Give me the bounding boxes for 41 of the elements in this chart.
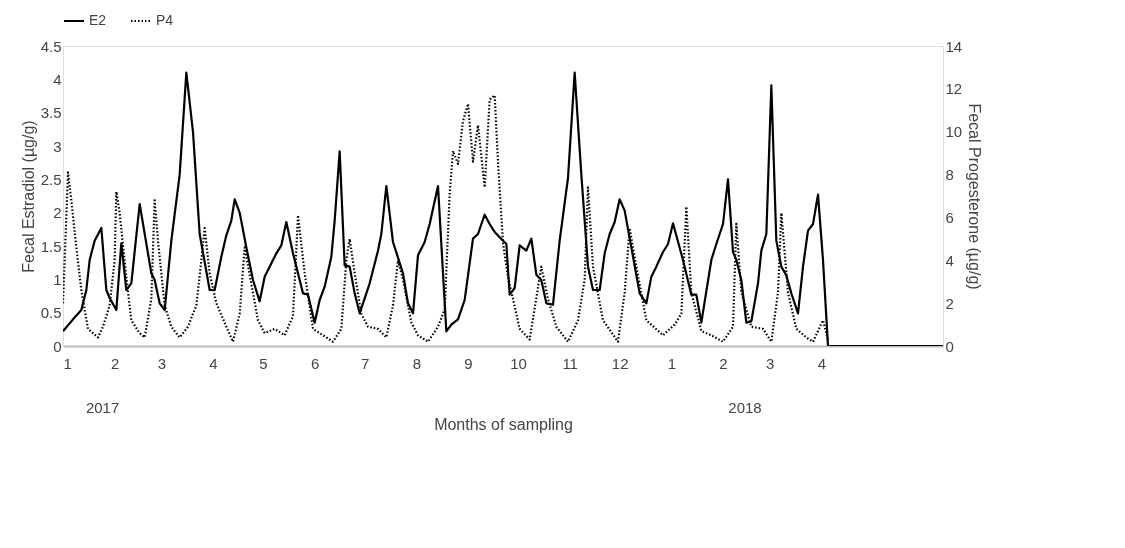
y2-tick-label: 12 [945, 80, 963, 98]
y-tick-label: 0.5 [40, 304, 62, 322]
x-tick-label: 3 [765, 354, 775, 372]
y-tick-label: 2.5 [40, 170, 62, 188]
x-tick-label: 5 [259, 354, 268, 372]
y2-axis-title: Fecal Progesterone (µg/g) [966, 103, 984, 290]
y-tick-label: 1 [53, 270, 62, 288]
y2-tick-label: 6 [945, 208, 954, 226]
text: 2017 [85, 399, 120, 416]
x-tick-label: 12 [611, 354, 629, 372]
y2-tick-label: 14 [945, 37, 963, 55]
x-tick-label: 6 [310, 354, 320, 372]
y-tick-label: 3.5 [40, 104, 62, 122]
line-series [63, 71, 943, 346]
y2-tick-label: 8 [945, 166, 954, 184]
x-tick-label: 7 [360, 354, 370, 372]
y2-tick-label: 10 [945, 123, 963, 141]
y2-tick-label: 0 [945, 337, 954, 355]
y-tick-label: 3 [53, 137, 62, 155]
x-tick-label: 9 [464, 354, 473, 372]
x-tick-label: 2 [719, 354, 728, 372]
y2-tick-label: 2 [945, 294, 954, 312]
x-tick-label: 8 [412, 354, 422, 372]
y2-tick-label: 4 [945, 251, 954, 269]
y-tick-label: 1.5 [40, 237, 62, 255]
legend-label: E2 [89, 12, 107, 28]
text: 2018 [728, 399, 762, 416]
x-axis-title: Months of sampling [434, 415, 573, 433]
x-tick-label: 11 [562, 354, 578, 372]
x-tick-label: 2 [110, 354, 120, 372]
x-tick-label: 4 [209, 354, 218, 372]
x-tick-label: 10 [510, 354, 527, 372]
y-tick-label: 0 [53, 337, 62, 355]
x-tick-label: 4 [817, 354, 827, 372]
y-tick-label: 2 [53, 204, 62, 222]
legend-label: P4 [156, 12, 174, 28]
y-tick-label: 4.5 [40, 37, 62, 55]
y-axis-title: Fecal Estradiol (µg/g) [19, 120, 37, 273]
x-tick-label: 1 [667, 354, 677, 372]
y-tick-label: 4 [53, 70, 62, 88]
x-tick-label: 3 [157, 354, 167, 372]
